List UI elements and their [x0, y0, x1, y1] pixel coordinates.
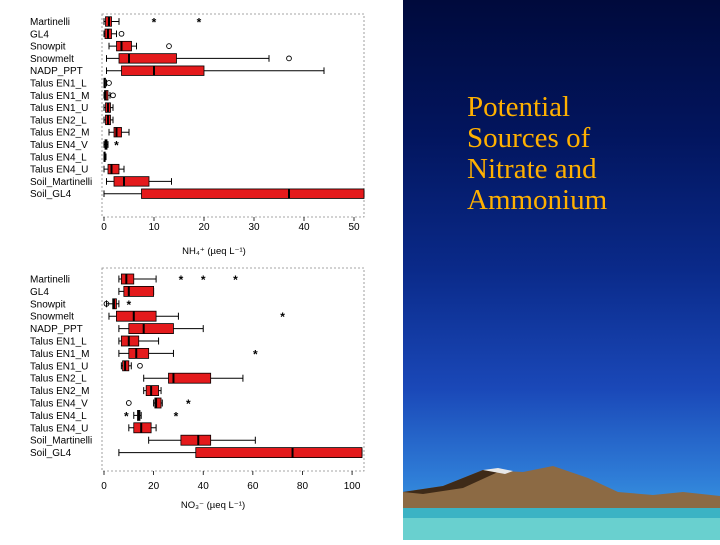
nh4-category-label: Talus EN2_L: [30, 115, 87, 126]
nh4-category-label: Talus EN1_L: [30, 79, 87, 90]
no3-outlier-star: *: [126, 298, 131, 312]
nh4-box: [108, 164, 119, 174]
no3-category-label: Talus EN2_M: [30, 386, 89, 397]
no3-category-label: Talus EN4_V: [30, 399, 88, 410]
nh4-outlier-circle: [287, 56, 292, 61]
nh4-category-label: Talus EN1_U: [30, 103, 88, 114]
no3-box: [129, 348, 149, 358]
no3-box: [169, 373, 211, 383]
title-panel: Potential Sources of Nitrate and Ammoniu…: [403, 0, 720, 540]
no3-category-label: Talus EN1_M: [30, 349, 89, 360]
nh4-outlier-star: *: [152, 16, 157, 30]
no3-category-label: Soil_Martinelli: [30, 436, 92, 447]
nh4-box: [114, 127, 122, 137]
nh4-outlier-star: *: [114, 139, 119, 153]
no3-box: [116, 311, 156, 321]
no3-x-tick-label: 20: [148, 481, 160, 492]
no3-box: [146, 386, 158, 396]
nh4-outlier-circle: [167, 44, 172, 49]
nh4-category-label: Snowpit: [30, 42, 66, 53]
nh4-x-tick-label: 50: [348, 222, 360, 233]
no3-category-label: Soil_GL4: [30, 448, 72, 459]
no3-box: [134, 423, 151, 433]
no3-category-label: NADP_PPT: [30, 324, 83, 335]
nh4-category-label: Talus EN4_V: [30, 140, 88, 151]
chart-panel: Martinelli * * GL4 Snowpit Snowmelt NADP_PPT Ta…: [0, 0, 403, 540]
nh4-category-label: Snowmelt: [30, 54, 74, 65]
no3-x-tick-label: 40: [198, 481, 210, 492]
no3-category-label: GL4: [30, 287, 49, 298]
no3-outlier-star: *: [201, 273, 206, 287]
boxplot-charts: Martinelli * *GL4SnowpitSnowmeltNADP_PPTTa…: [0, 0, 403, 540]
nh4-box: [117, 41, 132, 51]
no3-x-tick-label: 60: [247, 481, 259, 492]
no3-box: [121, 336, 138, 346]
no3-category-label: Talus EN1_U: [30, 361, 88, 372]
no3-x-axis-label: NO₃⁻ (µeq L⁻¹): [181, 500, 245, 511]
nh4-x-tick-label: 0: [101, 222, 107, 233]
no3-category-label: Snowpit: [30, 299, 66, 310]
nh4-category-label: Talus EN2_M: [30, 128, 89, 139]
mountain-landscape-image: [403, 0, 720, 540]
no3-outlier-star: *: [179, 273, 184, 287]
no3-box: [181, 435, 211, 445]
nh4-category-label: Talus EN1_M: [30, 91, 89, 102]
no3-box: [129, 324, 174, 334]
nh4-outlier-star: *: [197, 16, 202, 30]
no3-outlier-circle: [126, 401, 131, 406]
no3-outlier-star: *: [174, 409, 179, 423]
no3-x-tick-label: 0: [101, 481, 107, 492]
nh4-box: [119, 54, 177, 64]
nh4-x-tick-label: 20: [198, 222, 210, 233]
slide-title-line-2: Sources of: [467, 123, 717, 154]
nh4-box: [114, 177, 149, 187]
no3-category-label: Martinelli: [30, 275, 70, 286]
nh4-category-label: GL4: [30, 29, 49, 40]
nh4-outlier-circle: [119, 31, 124, 36]
nh4-x-tick-label: 10: [148, 222, 160, 233]
nh4-outlier-circle: [111, 93, 116, 98]
slide-title-line-1: Potential: [467, 92, 717, 123]
nh4-x-tick-label: 40: [298, 222, 310, 233]
nh4-x-axis-label: NH₄⁺ (µeq L⁻¹): [182, 246, 246, 257]
no3-outlier-circle: [138, 363, 143, 368]
no3-x-tick-label: 80: [297, 481, 309, 492]
no3-outlier-star: *: [124, 409, 129, 423]
slide-title: Potential Sources of Nitrate and Ammoniu…: [467, 92, 717, 216]
no3-category-label: Snowmelt: [30, 312, 74, 323]
slide-title-line-3: Nitrate and: [467, 154, 717, 185]
nh4-category-label: Talus EN4_U: [30, 165, 88, 176]
no3-category-label: Talus EN1_L: [30, 337, 87, 348]
nh4-x-tick-label: 30: [248, 222, 260, 233]
no3-category-label: Talus EN4_U: [30, 423, 88, 434]
no3-category-label: Talus EN4_L: [30, 411, 87, 422]
no3-box: [121, 274, 133, 284]
nh4-box: [122, 66, 205, 76]
nh4-category-label: Talus EN4_L: [30, 152, 87, 163]
slide-title-line-4: Ammonium: [467, 185, 717, 216]
no3-category-label: Talus EN2_L: [30, 374, 87, 385]
nh4-outlier-circle: [107, 81, 112, 86]
no3-outlier-star: *: [280, 310, 285, 324]
nh4-category-label: NADP_PPT: [30, 66, 83, 77]
no3-outlier-star: *: [186, 397, 191, 411]
no3-outlier-star: *: [253, 347, 258, 361]
nh4-plot-frame: [102, 14, 364, 217]
nh4-category-label: Martinelli: [30, 17, 70, 28]
nh4-category-label: Soil_Martinelli: [30, 177, 92, 188]
no3-outlier-star: *: [233, 273, 238, 287]
nh4-box: [142, 189, 365, 199]
no3-box: [196, 448, 362, 458]
no3-x-tick-label: 100: [344, 481, 361, 492]
nh4-category-label: Soil_GL4: [30, 189, 72, 200]
